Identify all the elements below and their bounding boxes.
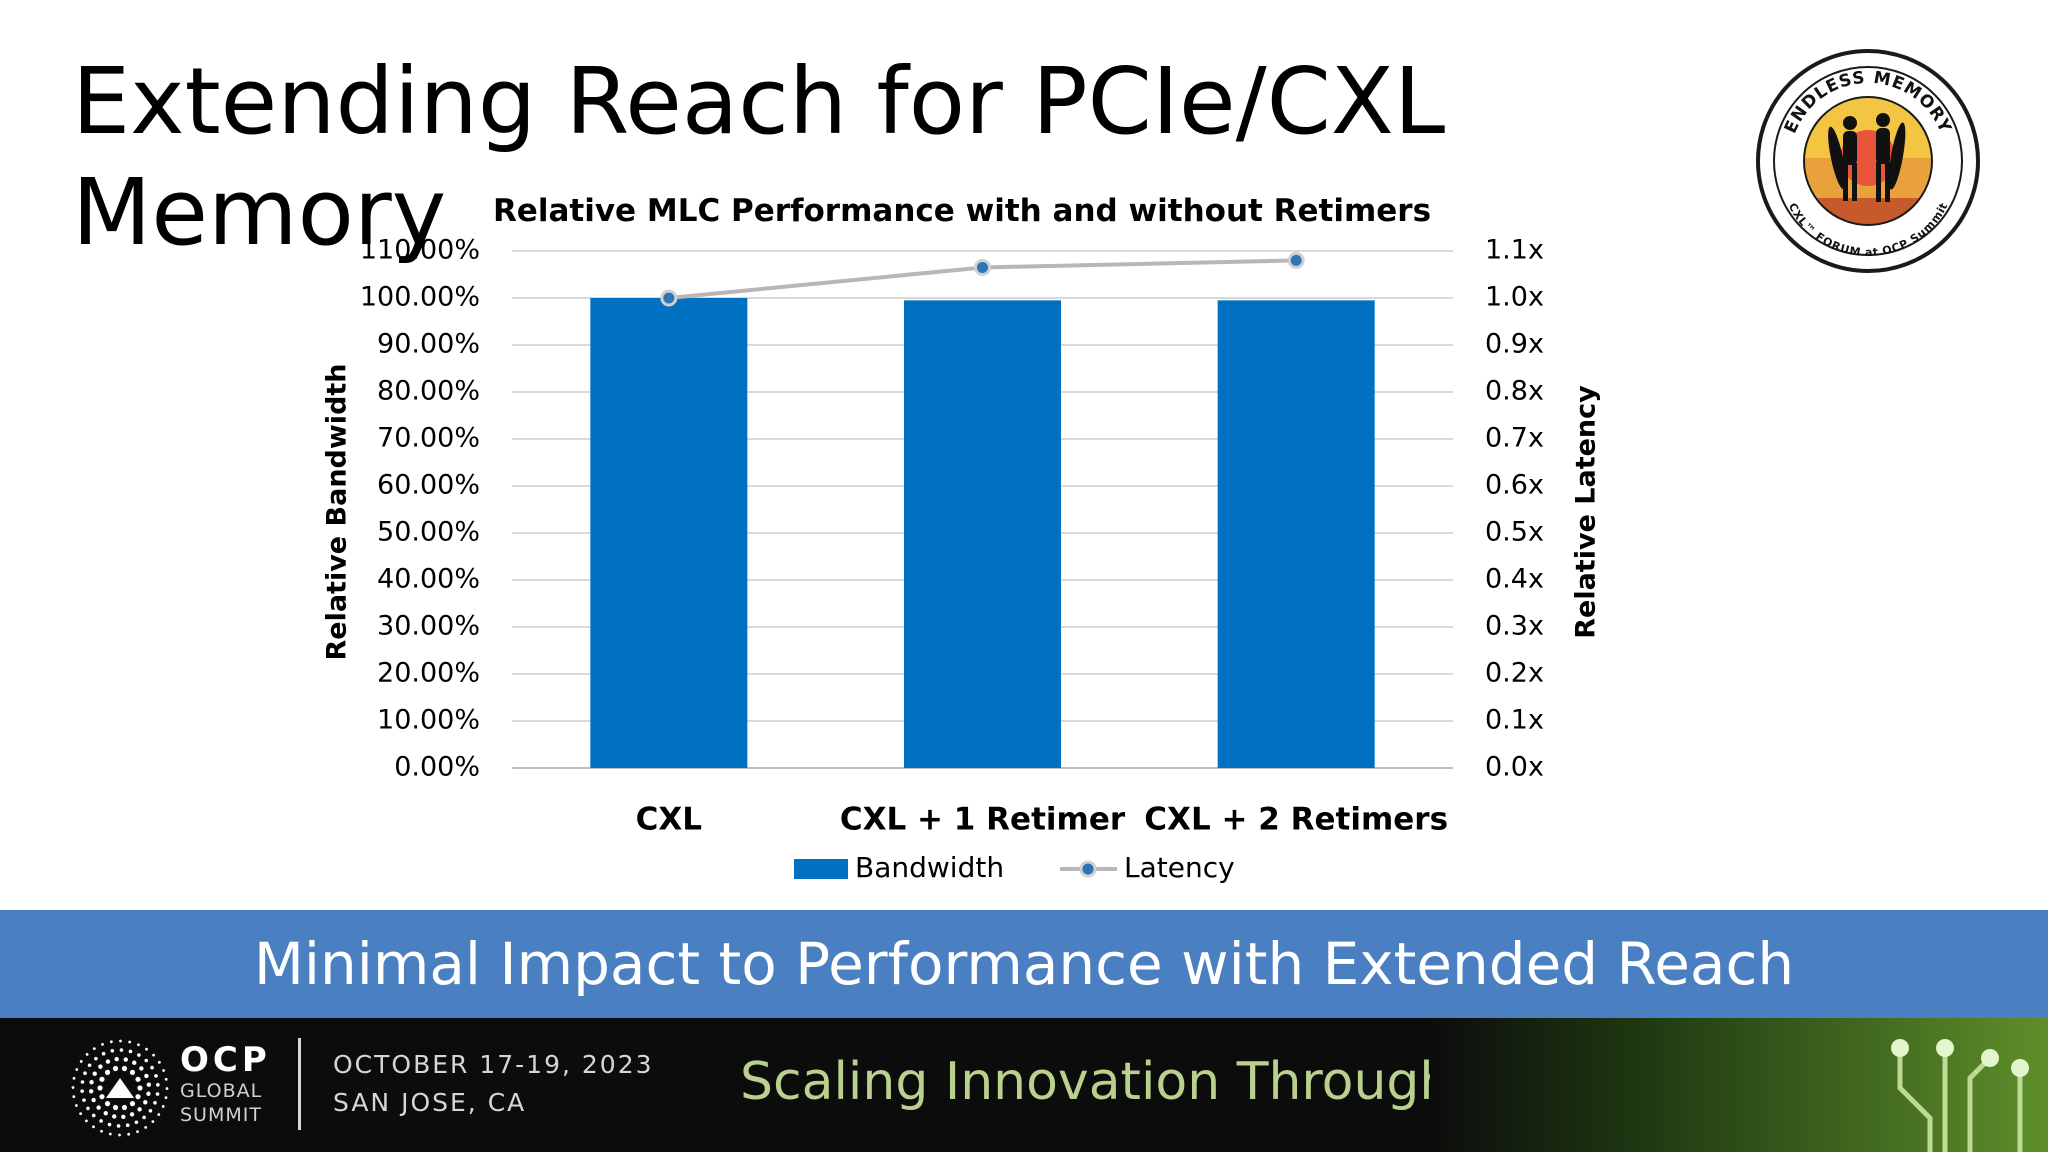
y-tick-label: 30.00% [377,611,480,642]
y-tick-label: 60.00% [377,470,480,501]
y2-tick-label: 0.5x [1485,517,1544,548]
y2-tick-label: 0.3x [1485,611,1544,642]
bar-bandwidth [904,300,1061,768]
logo-inner-ring [1773,66,1963,256]
y-tick-label: 20.00% [377,658,480,689]
y2-tick-label: 0.4x [1485,564,1544,595]
slide-title-line-2: Memory [72,159,447,266]
circuit-decoration-icon [1430,1018,2048,1152]
y2-tick-label: 0.0x [1485,752,1544,783]
legend-bandwidth-swatch [794,859,848,879]
x-tick-label: CXL + 2 Retimers [1144,802,1448,838]
y2-tick-label: 0.7x [1485,423,1544,454]
x-tick-label: CXL [636,802,702,838]
ocp-brand-summit: SUMMIT [180,1104,262,1126]
right-axis-ticks: 0.0x 0.1x 0.2x 0.3x 0.4x 0.5x 0.6x 0.7x 0.8x 0.9x… [1485,235,1544,783]
summary-banner: Minimal Impact to Performance with Exten… [0,910,2048,1018]
legend-latency-marker [1079,860,1097,878]
event-location: SAN JOSE, CA [333,1088,527,1117]
latency-line [660,251,1305,307]
surfer-silhouettes-icon [1828,113,1906,202]
latency-point [1287,251,1305,269]
y-tick-label: 70.00% [377,423,480,454]
ocp-brand: OCP [180,1040,271,1080]
chart-legend: Bandwidth Latency [794,851,1235,884]
slide-title: Extending Reach for PCIe/CXL Memory [72,46,1572,268]
banner-text: Minimal Impact to Performance with Exten… [253,930,1795,998]
bandwidth-bars [590,298,1375,768]
y-tick-label: 100.00% [360,282,480,313]
y2-axis-label: Relative Latency [1571,385,1602,639]
y2-tick-label: 0.2x [1485,658,1544,689]
event-footer: OCP GLOBAL SUMMIT OCTOBER 17-19, 2023 SA… [0,1018,2048,1152]
ocp-starburst-icon [71,1039,169,1137]
y2-tick-label: 1.0x [1485,282,1544,313]
slide-title-line-1: Extending Reach for PCIe/CXL [72,48,1446,155]
bar-bandwidth [590,298,748,768]
y2-tick-label: 0.1x [1485,705,1544,736]
y-tick-label: 50.00% [377,517,480,548]
y2-tick-label: 0.8x [1485,376,1544,407]
latency-point [974,258,991,276]
y-tick-label: 80.00% [377,376,480,407]
y2-tick-label: 0.6x [1485,470,1544,501]
y-tick-label: 90.00% [377,329,480,360]
y-tick-label: 10.00% [377,705,480,736]
y-tick-label: 40.00% [377,564,480,595]
ocp-brand-global: GLOBAL [180,1080,263,1102]
legend-bandwidth-label: Bandwidth [855,851,1004,884]
y-tick-label: 110.00% [360,235,480,266]
footer-divider [298,1038,301,1130]
y2-tick-label: 1.1x [1485,235,1544,266]
event-date: OCTOBER 17-19, 2023 [333,1050,654,1079]
chart-title: Relative MLC Performance with and withou… [493,193,1431,229]
y-tick-label: 0.00% [394,752,480,783]
y-axis-label: Relative Bandwidth [322,363,353,660]
endless-memory-logo: ENDLESS MEMORY CXL™ FORUM at OCP Summit [1756,49,1980,273]
left-axis-ticks: 0.00% 10.00% 20.00% 30.00% 40.00% 50.00% 60.00… [360,235,480,783]
y2-tick-label: 0.9x [1485,329,1544,360]
legend-latency-label: Latency [1124,851,1235,884]
x-tick-label: CXL + 1 Retimer [840,802,1126,838]
latency-point [660,289,678,307]
bar-bandwidth [1217,300,1375,768]
category-labels: CXL CXL + 1 Retimer CXL + 2 Retimers [636,802,1448,838]
performance-chart: Relative MLC Performance with and withou… [322,193,1602,884]
